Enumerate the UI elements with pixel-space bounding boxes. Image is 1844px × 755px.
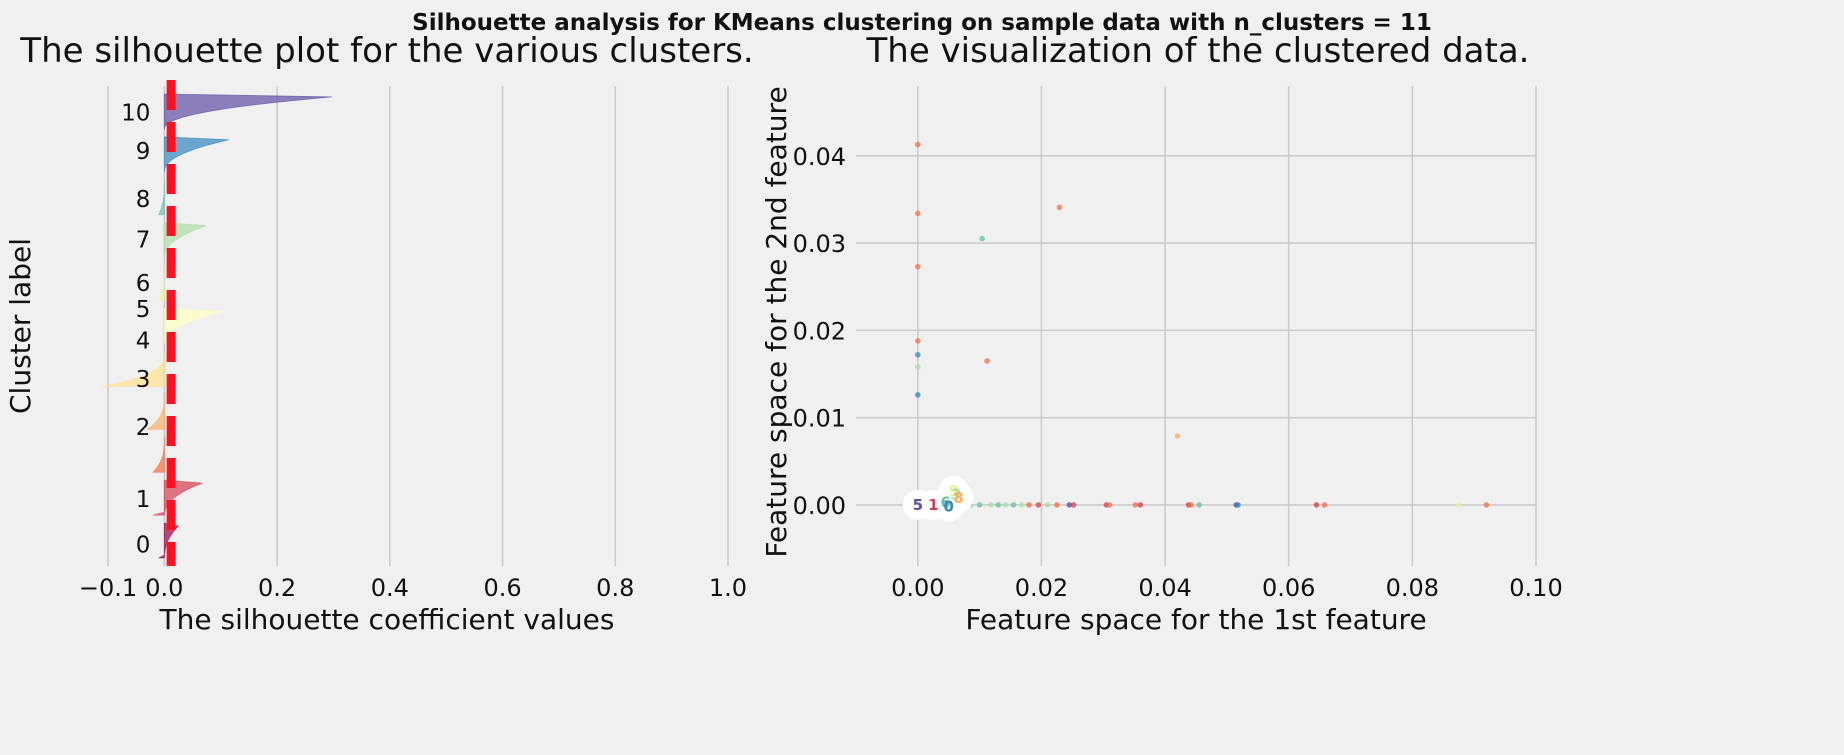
scatter-point — [984, 358, 990, 364]
scatter-point — [1070, 502, 1077, 508]
silhouette-cluster-2 — [152, 436, 165, 473]
scatter-y-ticks: 0.00 0.01 0.02 0.03 0.04 — [793, 143, 846, 520]
silhouette-x-ticks: −0.1 0.0 0.2 0.4 0.6 0.8 1.0 — [79, 574, 747, 602]
silhouette-cluster-8 — [158, 179, 165, 216]
scatter-x-tick-label: 0.10 — [1509, 574, 1562, 602]
cluster-center-label: 8 — [953, 489, 963, 507]
cluster-label-4: 4 — [136, 328, 151, 354]
cluster-label-5: 5 — [136, 297, 151, 323]
cluster-label-10: 10 — [121, 100, 150, 126]
cluster-center-label: 9 — [948, 482, 958, 500]
scatter-point — [915, 263, 921, 270]
scatter-point — [979, 235, 985, 242]
scatter-y-label: Feature space for the 2nd feature — [760, 86, 793, 557]
scatter-point — [1018, 502, 1025, 508]
silhouette-cluster-6 — [158, 264, 165, 301]
silhouette-x-tick-label: 0.8 — [596, 574, 634, 602]
scatter-point — [1010, 502, 1017, 508]
scatter-point — [988, 502, 994, 508]
scatter-point — [1196, 502, 1202, 508]
scatter-x-ticks: 0.00 0.02 0.04 0.06 0.08 0.10 — [891, 574, 1563, 602]
silhouette-plot-title: The silhouette plot for the various clus… — [19, 31, 753, 71]
scatter-point — [1235, 502, 1241, 508]
cluster-label-2: 2 — [136, 415, 151, 441]
silhouette-x-tick-label: 0.6 — [483, 574, 521, 602]
silhouette-cluster-5 — [163, 308, 224, 345]
scatter-point — [1106, 502, 1113, 508]
cluster-label-7: 7 — [136, 228, 151, 254]
scatter-point — [1137, 502, 1144, 508]
scatter-x-tick-label: 0.00 — [891, 574, 944, 602]
scatter-point — [915, 352, 921, 358]
cluster-label-9: 9 — [136, 139, 151, 165]
silhouette-x-tick-label: 0.2 — [258, 574, 296, 602]
scatter-grid — [856, 86, 1537, 566]
cluster-label-6: 6 — [136, 271, 151, 297]
silhouette-plot-area — [108, 86, 728, 566]
scatter-x-label: Feature space for the 1st feature — [965, 603, 1426, 636]
scatter-point — [1035, 502, 1042, 508]
cluster-center-marker — [943, 482, 974, 513]
scatter-point — [915, 364, 921, 370]
scatter-point — [1002, 502, 1009, 508]
silhouette-x-tick-label: −0.1 — [79, 574, 137, 602]
scatter-point — [1056, 204, 1063, 211]
silhouette-cluster-9 — [163, 136, 229, 173]
cluster-label-0: 0 — [136, 532, 151, 558]
cluster-label-8: 8 — [136, 187, 151, 213]
scatter-y-tick-label: 0.00 — [793, 492, 846, 520]
silhouette-plot: 0 1 2 3 4 56 7 8 9 10 −0.1 0.0 0.2 0.4 0.6 0.8 1.0 The … — [4, 31, 754, 636]
scatter-x-tick-label: 0.04 — [1138, 574, 1191, 602]
silhouette-cluster-1 — [153, 479, 203, 516]
scatter-point — [1026, 502, 1032, 508]
scatter-x-tick-label: 0.06 — [1262, 574, 1315, 602]
scatter-y-tick-label: 0.04 — [793, 143, 846, 171]
scatter-point — [995, 502, 1001, 508]
cluster-center-label: 1 — [928, 496, 938, 514]
scatter-point — [1132, 502, 1139, 508]
silhouette-x-tick-label: 0.4 — [371, 574, 409, 602]
scatter-y-tick-label: 0.01 — [793, 405, 846, 433]
cluster-center-label: 6 — [940, 493, 950, 511]
scatter-point — [915, 392, 921, 398]
silhouette-y-label: Cluster label — [4, 238, 37, 414]
scatter-point — [1455, 502, 1462, 508]
scatter-point — [1066, 502, 1073, 508]
scatter-point — [1174, 433, 1181, 439]
scatter-point — [1483, 502, 1490, 508]
scatter-plot-title: The visualization of the clustered data. — [866, 31, 1530, 71]
figure-suptitle: Silhouette analysis for KMeans clusterin… — [412, 10, 1432, 36]
scatter-point — [915, 141, 921, 148]
scatter-y-tick-label: 0.03 — [793, 230, 846, 258]
scatter-point — [1321, 502, 1328, 508]
silhouette-cluster-4 — [102, 350, 165, 387]
scatter-point — [1313, 502, 1320, 508]
scatter-x-tick-label: 0.02 — [1015, 574, 1068, 602]
silhouette-cluster-3 — [146, 393, 165, 430]
scatter-point — [1054, 502, 1060, 508]
scatter-point — [1188, 502, 1194, 508]
cluster-center-label: 0 — [943, 498, 953, 516]
silhouette-x-tick-label: 0.0 — [145, 574, 183, 602]
scatter-x-tick-label: 0.08 — [1386, 574, 1439, 602]
cluster-labels: 0 1 2 3 4 56 7 8 9 10 — [121, 100, 150, 558]
cluster-center-label: 3 — [951, 485, 961, 503]
cluster-center-label: 5 — [913, 496, 923, 514]
silhouette-x-label: The silhouette coefficient values — [159, 603, 615, 636]
silhouette-cluster-10 — [163, 93, 333, 130]
scatter-point — [1044, 502, 1051, 508]
silhouette-x-tick-label: 1.0 — [709, 574, 747, 602]
scatter-plot-area — [856, 86, 1536, 566]
scatter-point — [915, 338, 921, 344]
scatter-point — [915, 210, 921, 217]
scatter-y-tick-label: 0.02 — [793, 317, 846, 345]
scatter-point — [976, 502, 983, 508]
cluster-label-1: 1 — [136, 487, 151, 513]
cluster-label-3: 3 — [136, 367, 151, 393]
